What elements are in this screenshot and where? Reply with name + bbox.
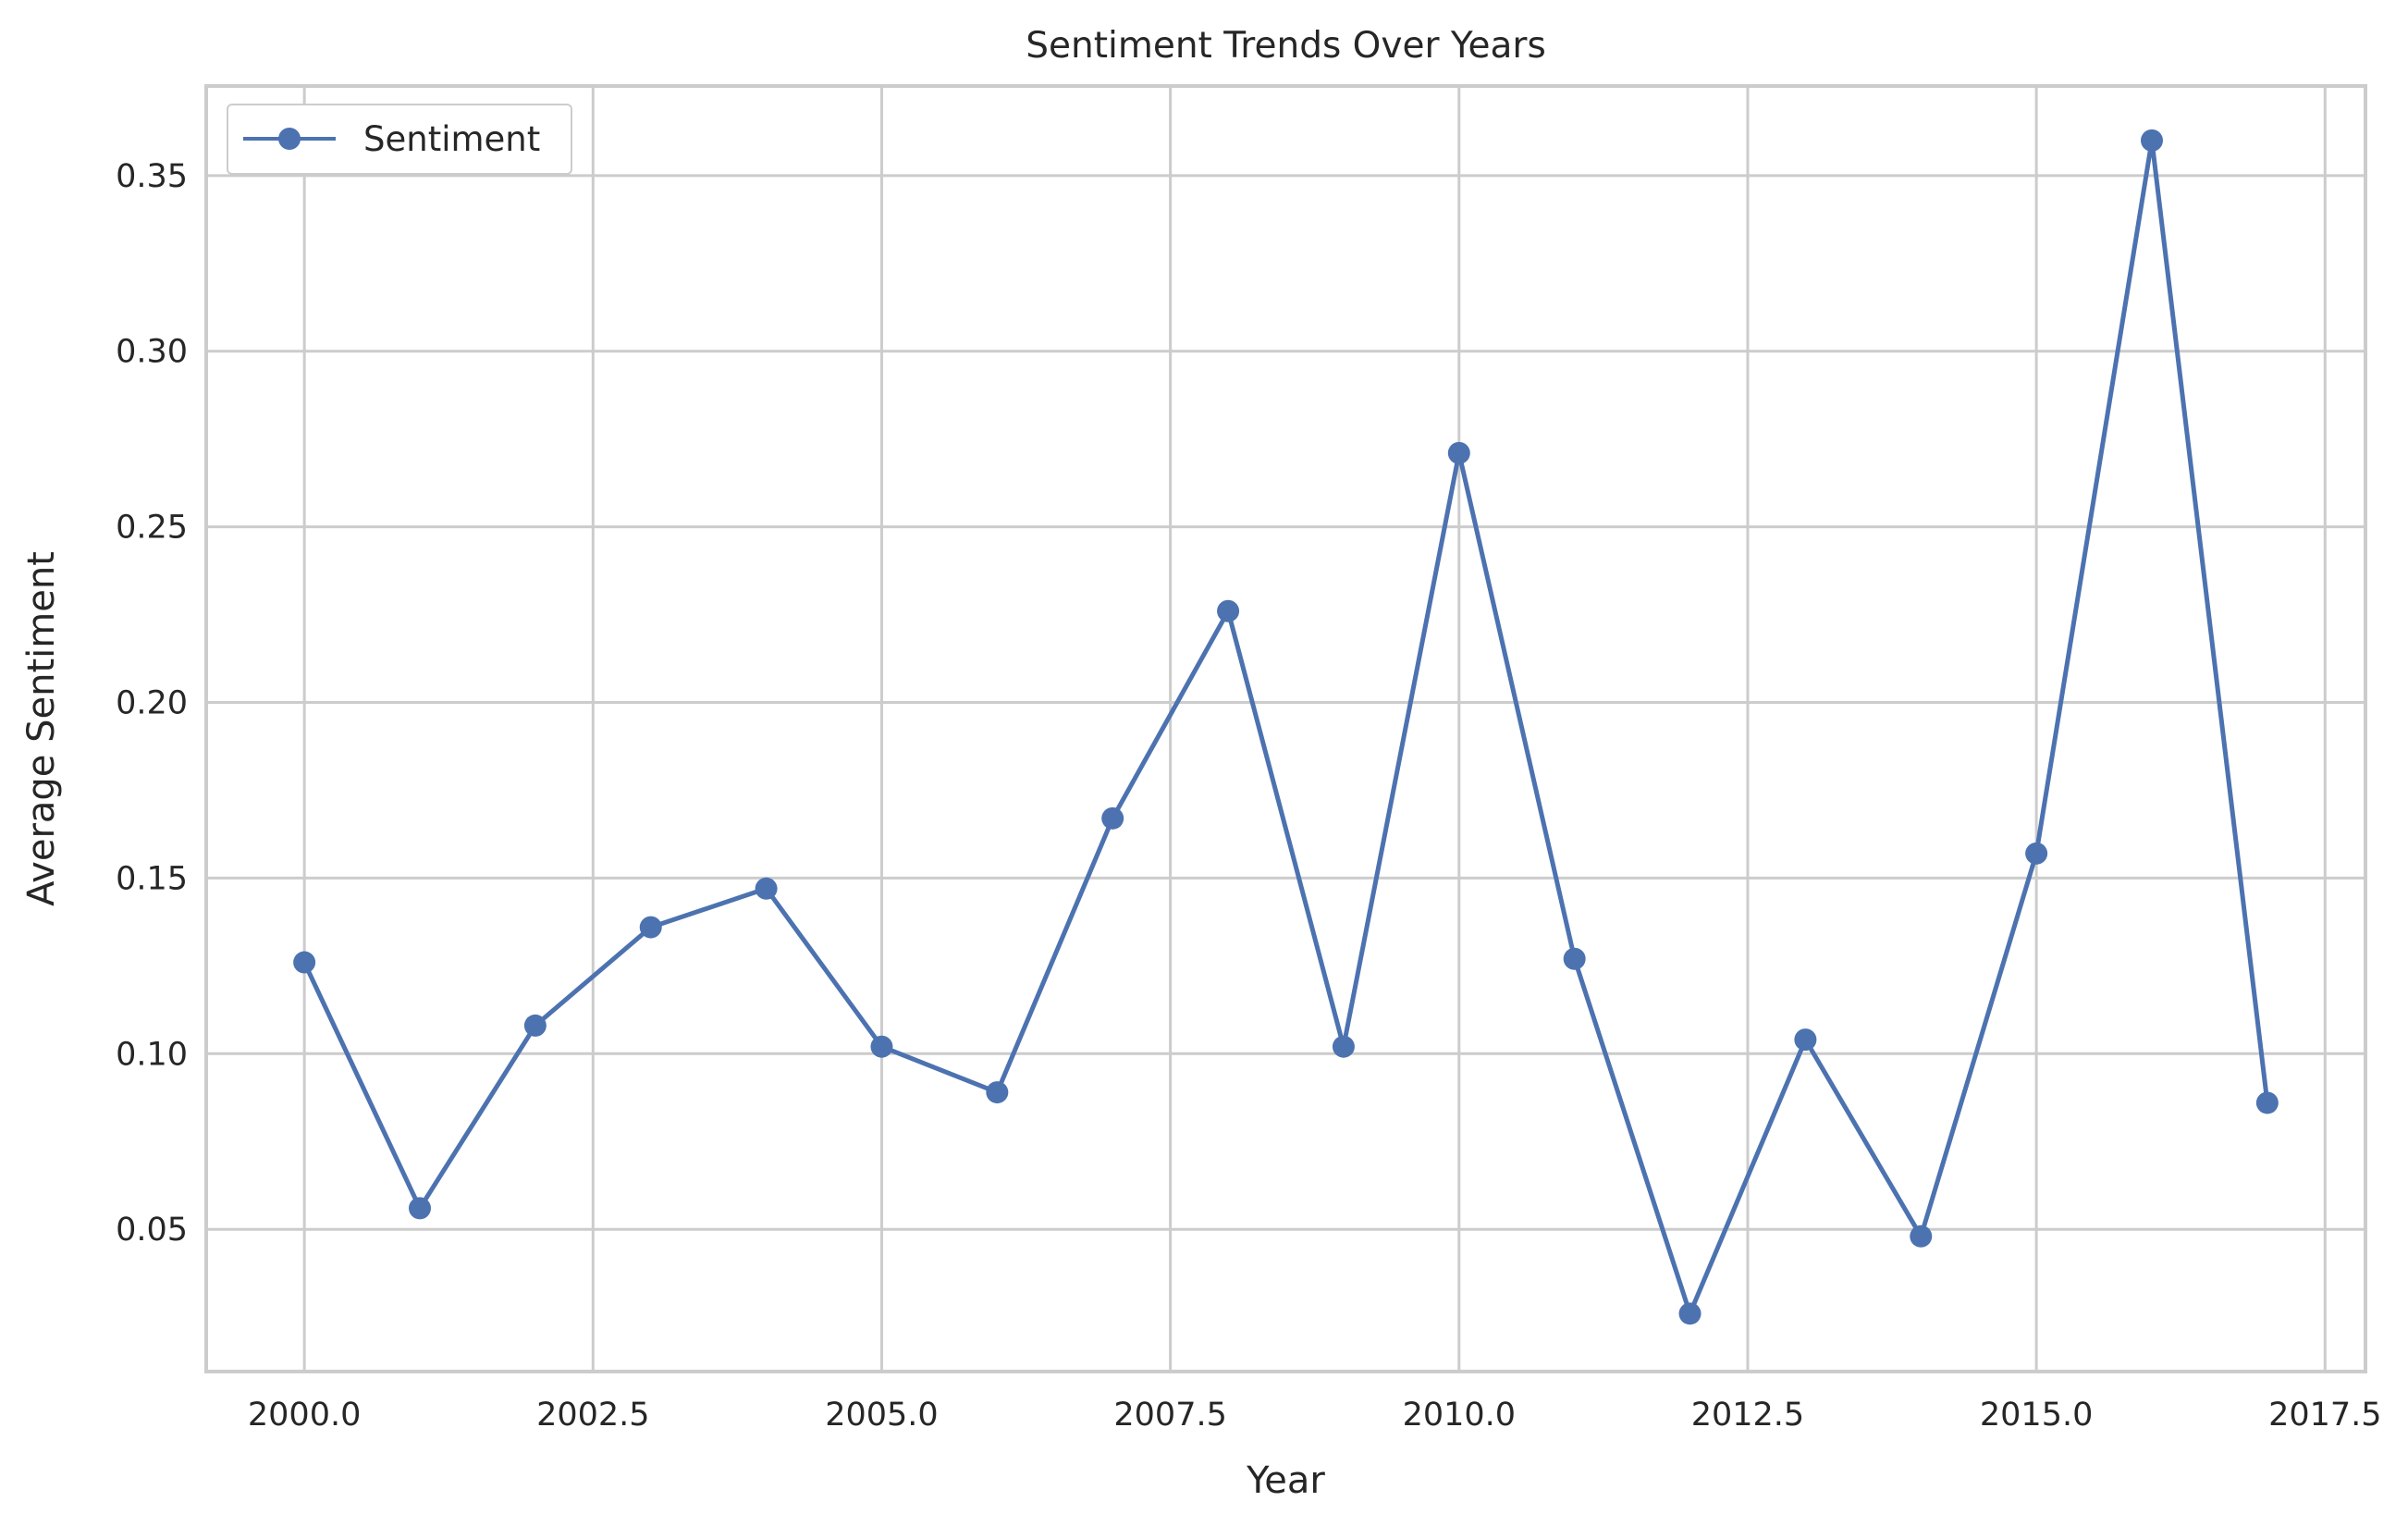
legend: Sentiment <box>227 104 572 175</box>
data-point <box>409 1197 432 1220</box>
data-point <box>2255 1091 2279 1114</box>
legend-entry-sentiment: Sentiment <box>363 119 540 159</box>
y-tick-label: 0.15 <box>116 860 188 897</box>
data-point <box>1910 1224 1933 1248</box>
x-tick-label: 2002.5 <box>536 1397 649 1434</box>
x-tick-label: 2007.5 <box>1113 1397 1226 1434</box>
data-point <box>2140 129 2163 152</box>
x-tick-label: 2000.0 <box>248 1397 361 1434</box>
x-tick-label: 2017.5 <box>2268 1397 2381 1434</box>
grid <box>206 86 2365 1372</box>
x-tick-label: 2010.0 <box>1403 1397 1516 1434</box>
data-point <box>2025 842 2048 865</box>
data-point <box>986 1081 1009 1104</box>
data-point <box>755 877 778 900</box>
data-point <box>1101 806 1124 830</box>
y-tick-label: 0.20 <box>116 685 188 722</box>
y-tick-label: 0.10 <box>116 1036 188 1073</box>
data-point <box>523 1014 547 1037</box>
y-tick-label: 0.30 <box>116 334 188 371</box>
data-point <box>870 1035 893 1058</box>
data-point <box>1794 1028 1817 1052</box>
data-point <box>639 916 662 939</box>
chart-title: Sentiment Trends Over Years <box>1026 25 1546 67</box>
legend-marker-swatch <box>278 128 301 150</box>
data-point <box>1447 441 1470 464</box>
series-line-sentiment <box>301 138 2270 1316</box>
tick-labels: 2000.0 2002.5 2005.0 2007.5 2010.0 2012.5 2015… <box>116 158 2381 1434</box>
x-tick-label: 2015.0 <box>1980 1397 2093 1434</box>
y-axis-label: Average Sentiment <box>20 551 63 906</box>
x-tick-label: 2012.5 <box>1691 1397 1804 1434</box>
y-tick-label: 0.05 <box>116 1212 188 1249</box>
x-tick-label: 2005.0 <box>825 1397 938 1434</box>
series-layer <box>293 129 2279 1325</box>
data-point <box>1678 1302 1702 1325</box>
y-tick-label: 0.35 <box>116 158 188 195</box>
legend-box <box>227 104 572 175</box>
data-point <box>293 951 316 974</box>
plot-area-frame <box>204 84 2367 1373</box>
y-tick-label: 0.25 <box>116 510 188 547</box>
data-point <box>1563 947 1586 970</box>
data-point <box>1217 599 1240 622</box>
data-point <box>1332 1035 1355 1058</box>
x-axis-label: Year <box>1246 1459 1325 1502</box>
